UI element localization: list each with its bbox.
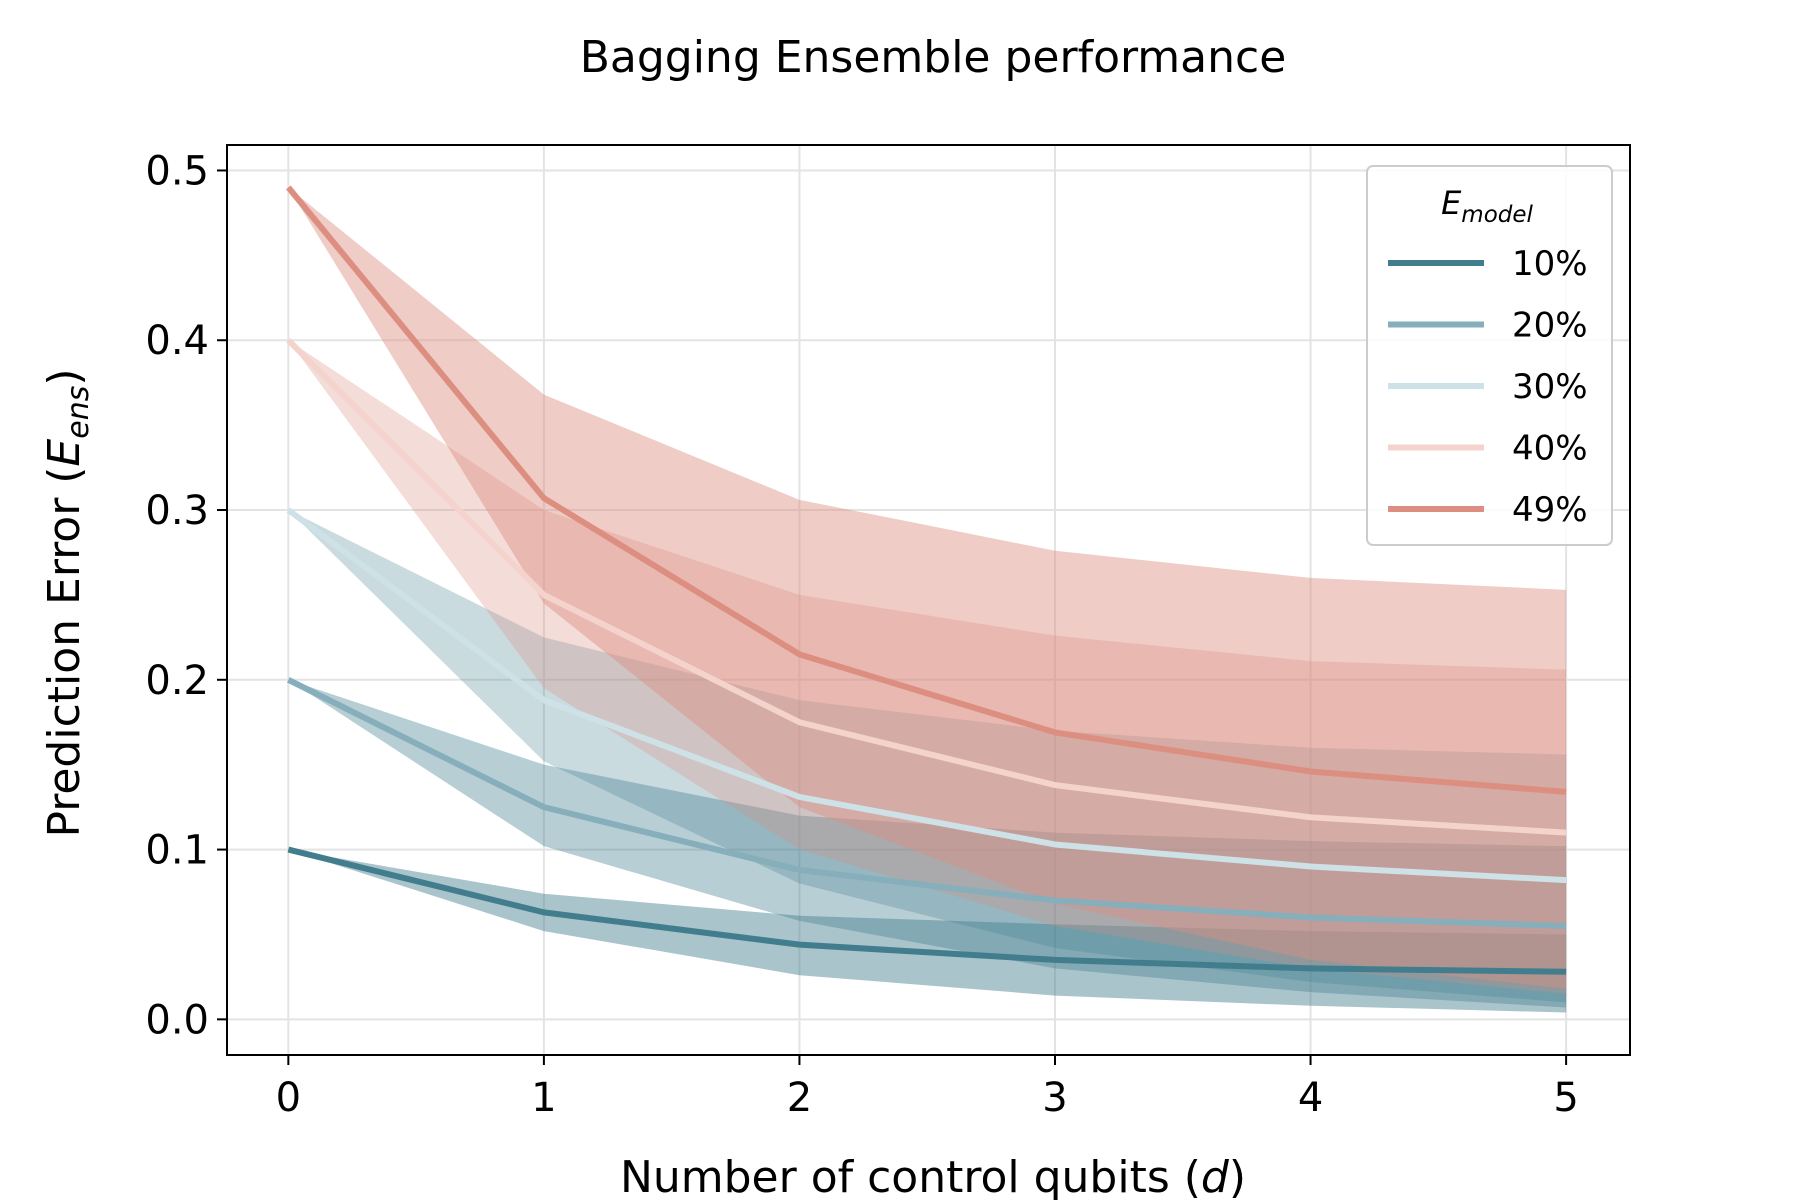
- x-axis-label: Number of control qubits (d): [620, 1152, 1246, 1200]
- x-tick-label: 3: [1042, 1075, 1067, 1121]
- band-10pct: [288, 849, 1567, 1013]
- legend-title: Emodel: [1441, 184, 1533, 228]
- y-tick-label: 0.3: [145, 488, 209, 534]
- x-tick-label: 2: [787, 1075, 812, 1121]
- legend-label: 20%: [1512, 306, 1588, 346]
- band-40pct: [288, 340, 1567, 994]
- chart-title: Bagging Ensemble performance: [580, 32, 1287, 83]
- y-tick-label: 0.4: [145, 318, 209, 364]
- series-line-30pct: [286, 507, 1567, 884]
- x-tick-label: 0: [276, 1075, 301, 1121]
- plot-frame: [226, 144, 1631, 1056]
- x-tick-label: 4: [1298, 1075, 1323, 1121]
- legend-label: 40%: [1512, 429, 1588, 469]
- x-axis: 0 1 2 3 4 5: [276, 1055, 1579, 1121]
- legend-label: 30%: [1512, 367, 1588, 407]
- y-tick-label: 0.1: [145, 828, 209, 874]
- legend-label: 49%: [1512, 490, 1588, 530]
- x-tick-label: 1: [531, 1075, 556, 1121]
- y-tick-label: 0.2: [145, 658, 209, 704]
- y-axis: 0.0 0.1 0.2 0.3 0.4 0.5: [145, 148, 227, 1043]
- y-axis-label: Prediction Error (Eens): [39, 368, 96, 837]
- legend-label: 10%: [1512, 244, 1588, 284]
- y-tick-label: 0.0: [145, 997, 209, 1043]
- series-line-10pct: [287, 846, 1567, 975]
- series-line-49pct: [286, 185, 1567, 795]
- series-line-40pct: [286, 338, 1567, 836]
- band-49pct: [288, 187, 1567, 989]
- series-lines: [286, 185, 1567, 975]
- series-line-20pct: [286, 677, 1567, 929]
- band-20pct: [288, 679, 1567, 1008]
- y-tick-label: 0.5: [145, 148, 209, 194]
- legend: Emodel 10% 20% 30% 40% 49%: [1366, 165, 1613, 546]
- x-tick-label: 5: [1553, 1075, 1578, 1121]
